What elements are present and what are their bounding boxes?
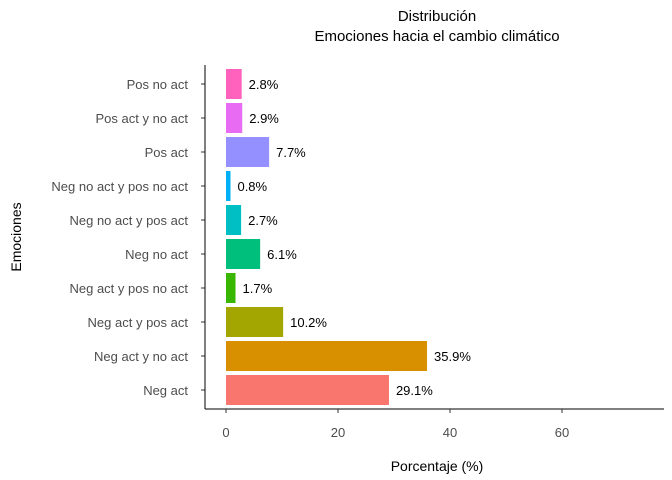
x-tick-label: 40 (443, 425, 457, 440)
bar (226, 103, 243, 133)
y-tick-label: Neg no act y pos no act (51, 179, 188, 194)
y-tick-label: Pos no act (127, 77, 189, 92)
y-tick-label: Neg act (143, 383, 188, 398)
bar (226, 307, 284, 337)
y-tick-label: Pos act (145, 145, 189, 160)
bar (226, 69, 242, 99)
y-tick-label: Neg act y pos no act (69, 281, 188, 296)
bar-value-label: 29.1% (396, 383, 433, 398)
y-tick-label: Neg no act (125, 247, 188, 262)
bar (226, 205, 242, 235)
bar (226, 273, 236, 303)
bar-value-label: 2.7% (248, 213, 278, 228)
bar (226, 137, 270, 167)
bar-value-label: 2.8% (249, 77, 279, 92)
bar-value-label: 35.9% (434, 349, 471, 364)
bar (226, 239, 261, 269)
bar (226, 171, 231, 201)
y-tick-label: Neg act y no act (94, 349, 188, 364)
y-tick-label: Neg no act y pos act (69, 213, 188, 228)
bar (226, 341, 428, 371)
y-tick-label: Neg act y pos act (88, 315, 189, 330)
bar-value-label: 10.2% (290, 315, 327, 330)
bar-value-label: 0.8% (237, 179, 267, 194)
bar-value-label: 2.9% (249, 111, 279, 126)
chart-subtitle: Emociones hacia el cambio climático (314, 28, 559, 45)
x-tick-label: 60 (555, 425, 569, 440)
x-tick-label: 20 (331, 425, 345, 440)
bar (226, 375, 389, 405)
bars-group: 29.1% 35.9% 10.2% 1.7% 6.1% 2.7% 0.8% 7.7% 2.9% 2… (226, 69, 471, 405)
chart-title: Distribución (398, 8, 476, 25)
bar-value-label: 1.7% (243, 281, 273, 296)
bar-value-label: 6.1% (267, 247, 297, 262)
y-axis-title: Emociones (8, 202, 24, 271)
bar-value-label: 7.7% (276, 145, 306, 160)
y-tick-label: Pos act y no act (96, 111, 189, 126)
x-tick-label: 0 (222, 425, 229, 440)
x-axis-title: Porcentaje (%) (391, 458, 484, 474)
y-tick-labels: Neg act Neg act y no act Neg act y pos act… (51, 77, 205, 398)
x-axis: 0 20 40 60 (205, 408, 664, 440)
